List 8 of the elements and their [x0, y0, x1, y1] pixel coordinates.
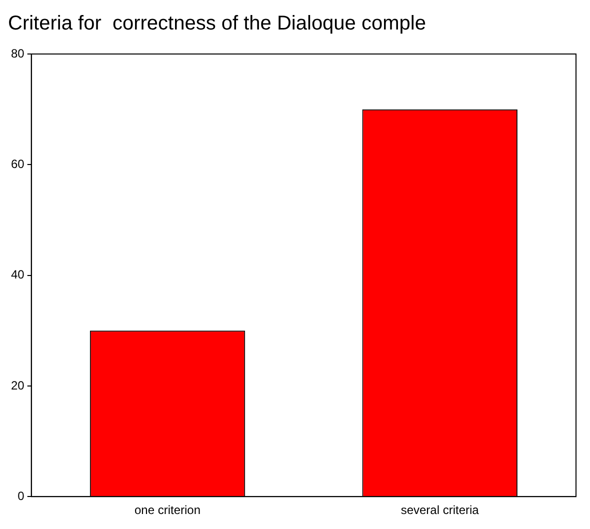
x-tick-label: one criterion	[134, 503, 201, 518]
y-tick-label: 80	[10, 46, 25, 60]
y-tick-label: 0	[18, 488, 25, 503]
chart-title: Criteria for correctness of the Dialoque comple	[8, 12, 426, 35]
y-tick-label: 60	[10, 156, 25, 171]
y-tick-label: 20	[10, 378, 25, 392]
x-tick-label: several criteria	[400, 503, 480, 518]
y-tick-label: 40	[10, 268, 25, 282]
